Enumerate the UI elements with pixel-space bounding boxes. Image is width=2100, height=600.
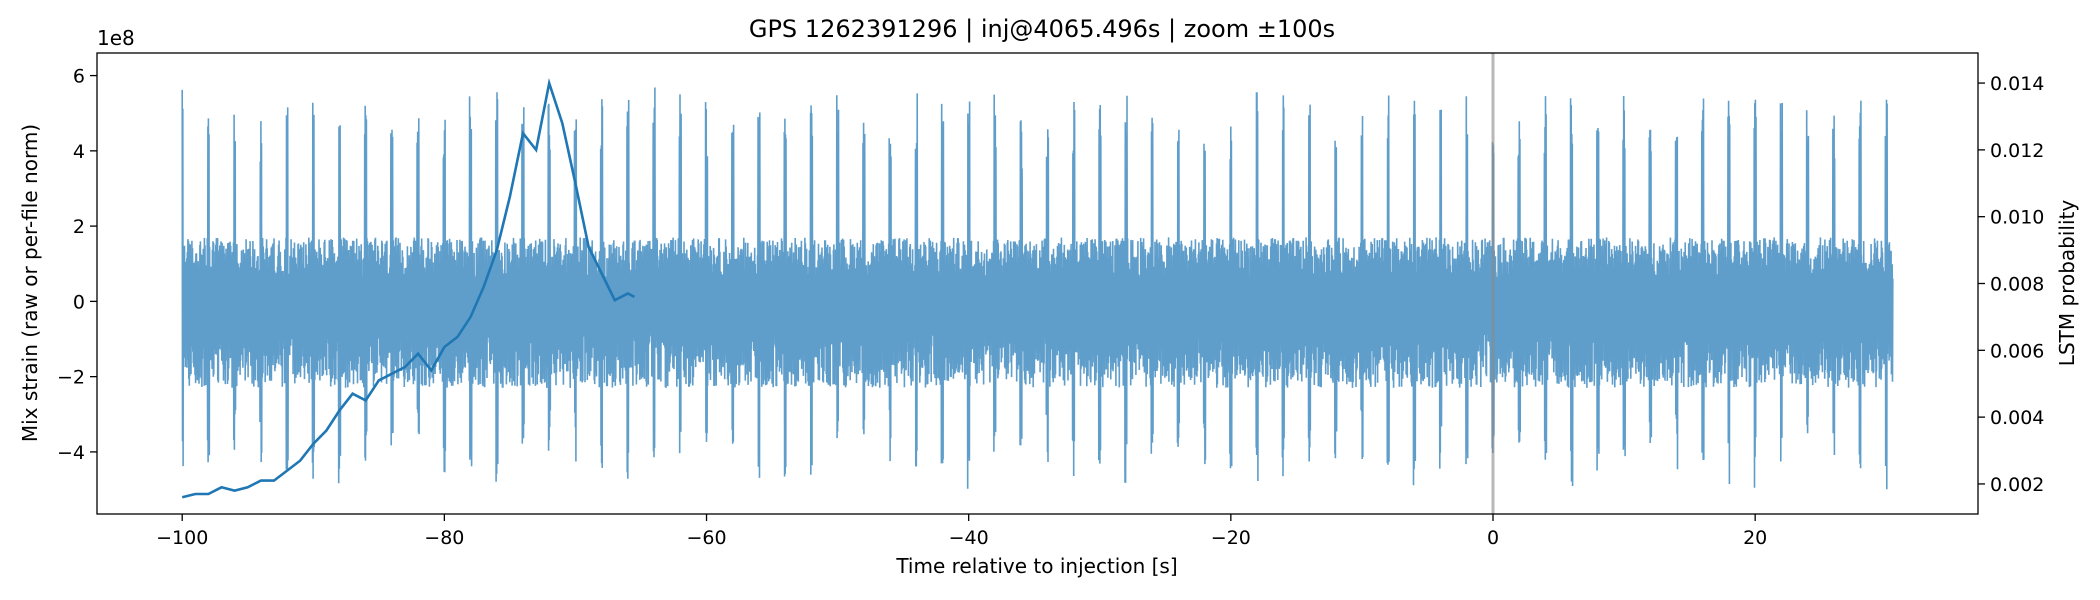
- x-tick-label: −60: [686, 527, 726, 549]
- y-left-tick-label: 0: [73, 291, 85, 313]
- y-left-axis-label: Mix strain (raw or per-file norm): [18, 124, 42, 442]
- y-left-tick-label: −2: [57, 367, 85, 389]
- y-right-tick-label: 0.002: [1990, 474, 2044, 496]
- y-left-tick-label: 6: [73, 66, 85, 88]
- chart-title: GPS 1262391296 | inj@4065.496s | zoom ±1…: [749, 15, 1335, 43]
- x-tick-label: −40: [949, 527, 989, 549]
- x-tick-label: −100: [156, 527, 208, 549]
- x-tick-label: 20: [1743, 527, 1767, 549]
- y-right-axis-label: LSTM probability: [2055, 200, 2079, 367]
- y-left-tick-label: −4: [57, 442, 85, 464]
- y-right-tick-label: 0.008: [1990, 274, 2044, 296]
- y-right-tick-label: 0.004: [1990, 407, 2044, 429]
- y-right-tick-label: 0.010: [1990, 207, 2044, 229]
- left-y-axis: −4 −2 0 2 4 6: [57, 66, 97, 464]
- x-axis: −100 −80 −60 −40 −20 0 20: [156, 514, 1767, 549]
- right-y-axis: 0.002 0.004 0.006 0.008 0.010 0.012 0.014: [1978, 73, 2044, 496]
- probability-series: [181, 77, 636, 499]
- y-left-multiplier: 1e8: [97, 26, 135, 50]
- x-axis-label: Time relative to injection [s]: [895, 554, 1177, 578]
- y-right-tick-label: 0.012: [1990, 140, 2044, 162]
- x-tick-label: −80: [424, 527, 464, 549]
- y-left-tick-label: 2: [73, 216, 85, 238]
- y-left-tick-label: 4: [73, 141, 85, 163]
- strain-series: [181, 87, 1894, 490]
- y-right-tick-label: 0.006: [1990, 340, 2044, 362]
- x-tick-label: 0: [1487, 527, 1499, 549]
- y-right-tick-label: 0.014: [1990, 73, 2044, 95]
- x-tick-label: −20: [1211, 527, 1251, 549]
- strain-trace: [181, 87, 1894, 490]
